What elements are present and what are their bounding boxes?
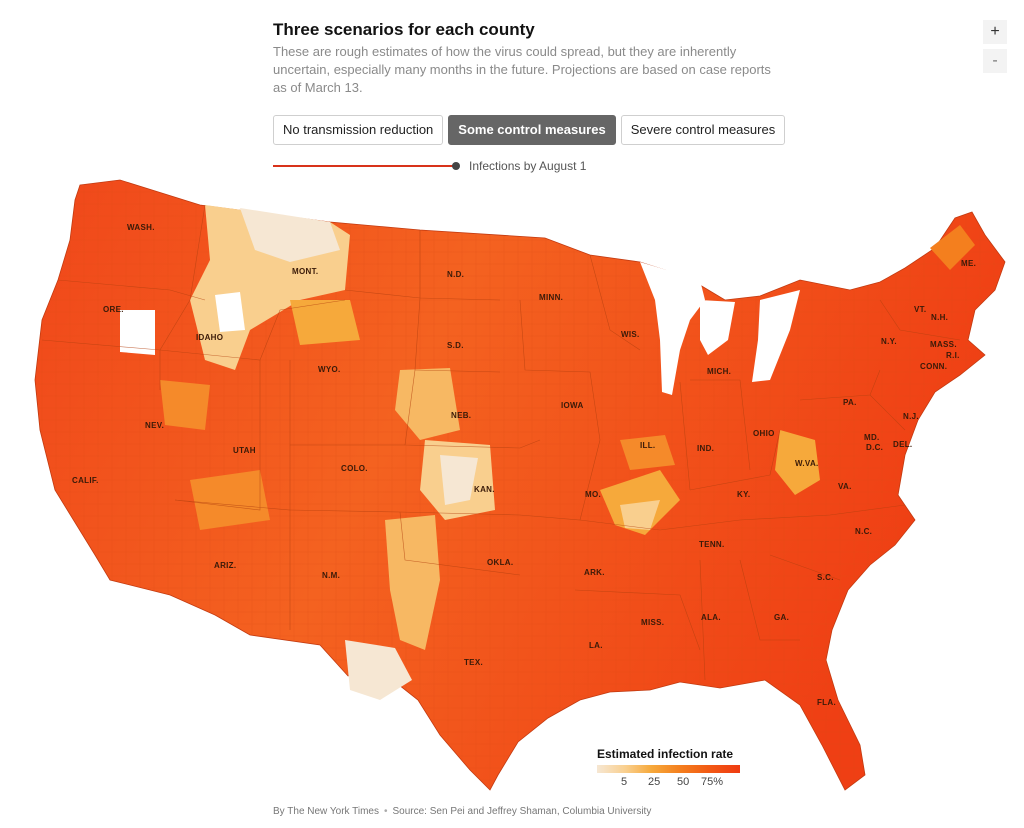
state-label: N.C. xyxy=(855,527,872,536)
state-label: CALIF. xyxy=(72,476,99,485)
state-label: PA. xyxy=(843,398,857,407)
state-label: N.Y. xyxy=(881,337,897,346)
state-label: UTAH xyxy=(233,446,256,455)
low-rate-regions xyxy=(120,205,975,700)
county-grid xyxy=(35,180,1005,790)
state-label: FLA. xyxy=(817,698,836,707)
state-label: N.J. xyxy=(903,412,919,421)
state-label: MD. xyxy=(864,433,880,442)
state-label: CONN. xyxy=(920,362,947,371)
state-label: MONT. xyxy=(292,267,318,276)
timeline-track[interactable] xyxy=(273,165,456,167)
legend: Estimated infection rate 5 25 50 75% xyxy=(597,747,747,790)
chart-title: Three scenarios for each county xyxy=(273,20,535,39)
scenario-severe-control-button[interactable]: Severe control measures xyxy=(620,115,786,145)
state-label: KY. xyxy=(737,490,750,499)
state-label: LA. xyxy=(589,641,603,650)
legend-tick: 5 xyxy=(621,776,628,788)
credit-line: By The New York Times • Source: Sen Pei an… xyxy=(273,806,651,817)
scenario-some-control-button[interactable]: Some control measures xyxy=(448,115,616,145)
legend-tick: 50 xyxy=(677,776,690,788)
state-label: MICH. xyxy=(707,367,731,376)
state-label: COLO. xyxy=(341,464,368,473)
state-label: WYO. xyxy=(318,365,341,374)
source-note: Source: Sen Pei and Jeffrey Shaman, Colu… xyxy=(392,806,652,817)
state-label: NEB. xyxy=(451,411,471,420)
zoom-out-button[interactable]: - xyxy=(983,49,1007,73)
state-label: IDAHO xyxy=(196,333,223,342)
state-label: ARIZ. xyxy=(214,561,236,570)
state-label: MISS. xyxy=(641,618,664,627)
state-label: R.I. xyxy=(946,351,960,360)
state-label: NEV. xyxy=(145,421,164,430)
state-label: DEL. xyxy=(893,440,912,449)
state-label: GA. xyxy=(774,613,789,622)
state-label: WIS. xyxy=(621,330,640,339)
timeline-handle[interactable] xyxy=(452,162,460,170)
timeline-slider[interactable]: Infections by August 1 xyxy=(273,159,673,178)
state-label: ME. xyxy=(961,259,976,268)
state-label: ILL. xyxy=(640,441,655,450)
state-label: TEX. xyxy=(464,658,483,667)
timeline-label: Infections by August 1 xyxy=(469,159,587,173)
state-label: D.C. xyxy=(866,443,883,452)
state-label: S.D. xyxy=(447,341,464,350)
legend-ticks: 5 25 50 75% xyxy=(597,776,747,790)
legend-tick: 25 xyxy=(648,776,661,788)
state-label: S.C. xyxy=(817,573,834,582)
chart-subtitle: These are rough estimates of how the vir… xyxy=(273,44,771,95)
state-borders xyxy=(41,204,961,681)
state-label: IND. xyxy=(697,444,714,453)
legend-title: Estimated infection rate xyxy=(597,747,734,761)
state-label: MINN. xyxy=(539,293,563,302)
scenario-no-reduction-button[interactable]: No transmission reduction xyxy=(273,115,444,145)
state-label: ARK. xyxy=(584,568,605,577)
state-label: KAN. xyxy=(474,485,495,494)
credit-separator: • xyxy=(383,806,388,817)
state-label: WASH. xyxy=(127,223,155,232)
legend-color-scale xyxy=(597,765,740,773)
state-label: ALA. xyxy=(701,613,721,622)
state-label: TENN. xyxy=(699,540,725,549)
state-label: MASS. xyxy=(930,340,957,349)
state-label: ORE. xyxy=(103,305,124,314)
scenario-toggle: No transmission reduction Some control m… xyxy=(273,115,786,145)
state-labels: WASH. ORE. CALIF. NEV. IDAHO MONT. WYO. … xyxy=(72,223,976,707)
great-lakes xyxy=(640,262,800,395)
byline: By The New York Times xyxy=(273,806,379,817)
state-label: IOWA xyxy=(561,401,584,410)
state-label: N.D. xyxy=(447,270,464,279)
state-label: OHIO xyxy=(753,429,775,438)
state-label: N.M. xyxy=(322,571,340,580)
state-label: VA. xyxy=(838,482,852,491)
state-label: VT. xyxy=(914,305,926,314)
state-label: MO. xyxy=(585,490,601,499)
state-label: W.VA. xyxy=(795,459,819,468)
zoom-in-button[interactable]: + xyxy=(983,20,1007,44)
legend-tick: 75% xyxy=(701,776,724,788)
state-label: OKLA. xyxy=(487,558,513,567)
state-label: N.H. xyxy=(931,313,948,322)
